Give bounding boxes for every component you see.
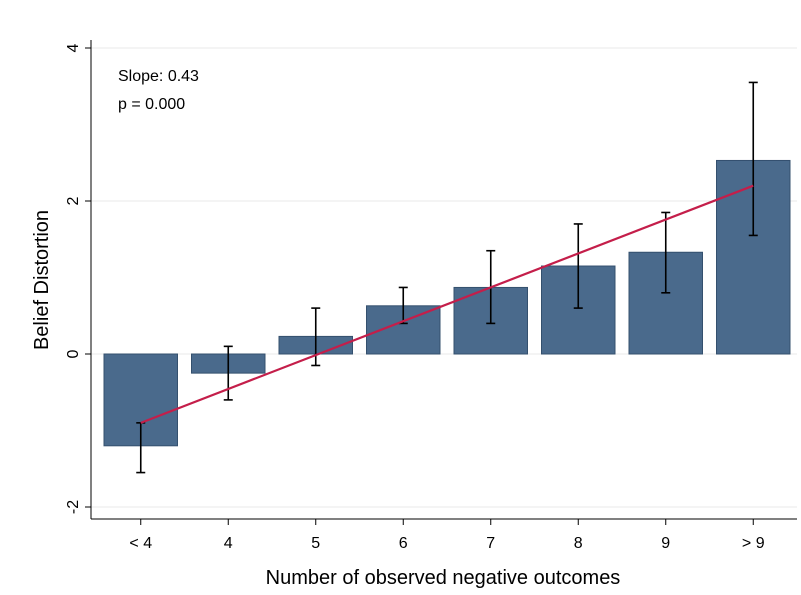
x-tick-label: 8	[574, 535, 583, 552]
y-tick-label: -2	[65, 500, 82, 514]
x-tick-label: 5	[311, 535, 320, 552]
y-tick-label: 2	[65, 196, 82, 205]
regression-line	[140, 184, 754, 424]
y-tick-label: 0	[65, 349, 82, 358]
fit-line	[140, 184, 754, 424]
y-tick-label: 4	[65, 43, 82, 52]
x-axis-title: Number of observed negative outcomes	[266, 567, 621, 589]
y-ticks: -2 0 2 4	[65, 43, 91, 514]
x-tick-label: 7	[486, 535, 495, 552]
x-ticks: < 4 4 5 6 7 8 9 > 9	[129, 519, 765, 552]
x-tick-label: > 9	[742, 535, 765, 552]
slope-annotation: Slope: 0.43	[118, 68, 199, 85]
x-tick-label: 4	[224, 535, 233, 552]
x-tick-label: 9	[661, 535, 670, 552]
bars	[103, 159, 791, 447]
x-tick-label: < 4	[129, 535, 152, 552]
y-axis-title: Belief Distortion	[31, 210, 53, 350]
axes	[90, 40, 797, 520]
x-tick-label: 6	[399, 535, 408, 552]
p-value-annotation: p = 0.000	[118, 96, 185, 113]
